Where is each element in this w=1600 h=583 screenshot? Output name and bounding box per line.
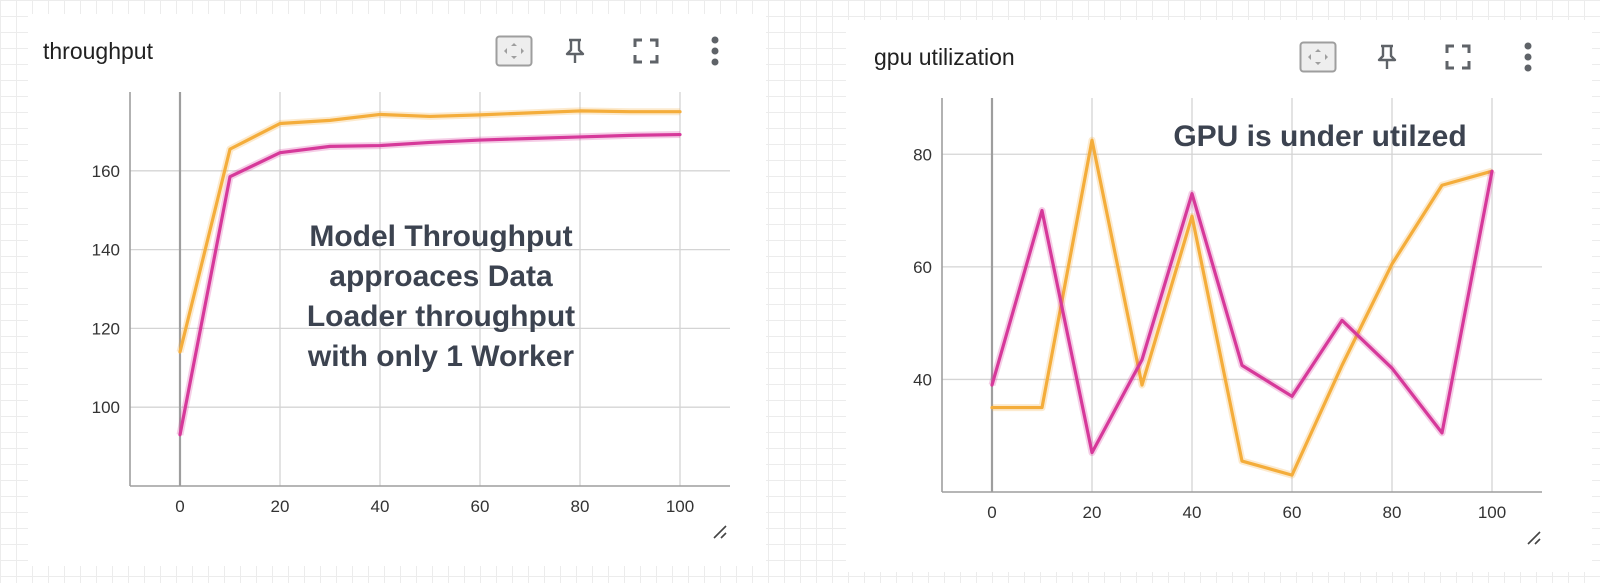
resize-handle-icon xyxy=(1527,531,1541,545)
y-tick-label: 80 xyxy=(913,145,932,164)
pin-button[interactable] xyxy=(1367,37,1407,77)
series-line-magenta xyxy=(990,169,1494,455)
annotation-text: with only 1 Worker xyxy=(307,340,574,373)
fullscreen-icon xyxy=(633,38,659,64)
x-tick-label: 0 xyxy=(987,503,996,522)
annotation-text: approaces Data xyxy=(329,260,553,293)
line-chart: 100 120 140 160 0 20 40 60 80 100 Model Throughput… xyxy=(92,92,730,516)
gpu-utilization-card: gpu utilization 40 60 80 0 20 40 60 80 100 GPU is… xyxy=(846,20,1592,572)
resize-handle[interactable] xyxy=(712,524,728,545)
x-tick-label: 80 xyxy=(571,497,590,516)
line-chart: 40 60 80 0 20 40 60 80 100 GPU is under utilzed xyxy=(913,98,1542,522)
y-tick-label: 140 xyxy=(92,241,120,260)
pin-icon xyxy=(1377,44,1397,69)
annotation-text: Loader throughput xyxy=(307,300,575,333)
x-tick-label: 80 xyxy=(1383,503,1402,522)
pin-icon xyxy=(565,38,585,63)
throughput-card: throughput 100 120 140 160 0 20 40 60 80 100 Model… xyxy=(28,14,766,566)
x-tick-label: 40 xyxy=(1183,503,1202,522)
more-vert-icon xyxy=(1524,42,1532,72)
y-tick-label: 160 xyxy=(92,162,120,181)
fit-to-data-icon xyxy=(495,35,533,67)
y-tick-label: 120 xyxy=(92,319,120,338)
x-tick-label: 60 xyxy=(471,497,490,516)
more-options-button[interactable] xyxy=(1508,37,1548,77)
fullscreen-icon xyxy=(1445,44,1471,70)
y-tick-label: 60 xyxy=(913,258,932,277)
fit-to-data-button[interactable] xyxy=(1298,37,1338,77)
fullscreen-button[interactable] xyxy=(626,31,666,71)
fit-to-data-icon xyxy=(1299,41,1337,73)
resize-handle[interactable] xyxy=(1526,530,1542,551)
series-smoothing-halo xyxy=(988,170,1496,457)
series-line-magenta xyxy=(178,132,682,437)
annotation-text: GPU is under utilzed xyxy=(1173,120,1466,153)
y-tick-label: 100 xyxy=(92,398,120,417)
fullscreen-button[interactable] xyxy=(1438,37,1478,77)
more-options-button[interactable] xyxy=(695,31,735,71)
x-tick-label: 20 xyxy=(271,497,290,516)
series-line-orange xyxy=(178,109,682,354)
annotation-text: Model Throughput xyxy=(309,220,572,253)
resize-handle-icon xyxy=(713,525,727,539)
series-smoothing-halo xyxy=(992,136,1493,479)
x-tick-label: 20 xyxy=(1083,503,1102,522)
fit-to-data-button[interactable] xyxy=(494,31,534,71)
series-line-orange xyxy=(990,138,1494,477)
x-tick-label: 100 xyxy=(1478,503,1506,522)
y-tick-label: 40 xyxy=(913,370,932,389)
x-tick-label: 0 xyxy=(175,497,184,516)
card-title: gpu utilization xyxy=(874,44,1015,70)
x-tick-label: 40 xyxy=(371,497,390,516)
pin-button[interactable] xyxy=(555,31,595,71)
card-title: throughput xyxy=(43,38,153,64)
x-tick-label: 60 xyxy=(1283,503,1302,522)
more-vert-icon xyxy=(711,36,719,66)
x-tick-label: 100 xyxy=(666,497,694,516)
